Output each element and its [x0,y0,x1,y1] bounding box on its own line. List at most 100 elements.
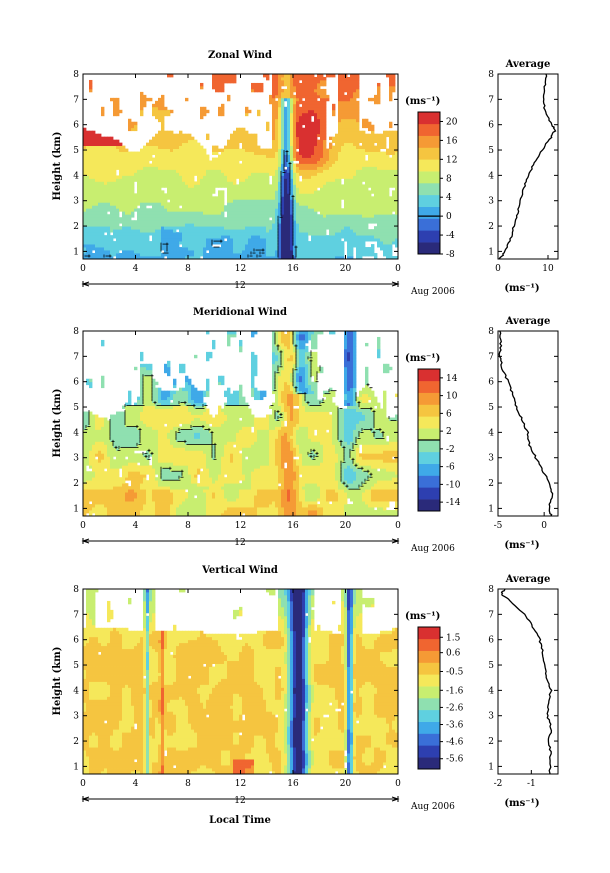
heatmap-cell [347,151,351,155]
heatmap-cell [293,154,297,158]
heatmap-cell [290,232,294,236]
heatmap-cell [86,241,90,245]
heatmap-cell [356,220,360,224]
heatmap-cell [128,232,132,236]
heatmap-cell [380,163,384,167]
heatmap-cell [302,256,306,259]
heatmap-cell [308,145,312,149]
heatmap-cell [281,136,285,141]
heatmap-cell [92,163,96,167]
heatmap-cell [143,214,147,218]
heatmap-cell [152,184,156,188]
heatmap-cell [290,253,294,257]
heatmap-cell [239,232,243,236]
heatmap-cell [191,193,195,197]
heatmap-cell [305,223,309,227]
heatmap-cell [281,145,285,149]
heatmap-cell [389,172,393,176]
heatmap-cell [395,256,398,259]
heatmap-cell [203,253,207,257]
heatmap-cell [320,223,324,227]
heatmap-cell [104,256,108,259]
heatmap-cell [290,193,294,197]
y-tick-label: 5 [73,146,79,156]
heatmap-cell [338,91,342,96]
heatmap-cell [185,241,189,245]
heatmap-cell [209,205,213,209]
heatmap-cell [233,202,237,206]
heatmap-cell [269,151,273,155]
heatmap-cell [140,109,144,114]
heatmap-cell [257,253,261,257]
heatmap-cell [386,157,390,161]
heatmap-cell [332,241,336,245]
heatmap-cell [317,238,321,242]
heatmap-cell [92,217,96,221]
heatmap-cell [191,160,195,164]
heatmap-cell [92,160,96,164]
heatmap-cell [374,169,378,173]
heatmap-cell [245,130,249,135]
heatmap-cell [395,133,398,138]
heatmap-cell [182,244,186,248]
heatmap-cell [218,223,222,227]
heatmap-cell [203,250,207,254]
heatmap-cell [362,211,366,215]
heatmap-cell [158,103,162,108]
heatmap-cell [395,172,398,176]
heatmap-cell [116,112,120,117]
heatmap-cell [350,220,354,224]
heatmap-cell [362,166,366,170]
heatmap-cell [326,220,330,224]
heatmap-cell [146,145,150,149]
heatmap-cell [152,199,156,203]
heatmap-cell [101,166,105,170]
heatmap-cell [218,175,222,179]
heatmap-cell [215,145,219,149]
heatmap-cell [140,226,144,230]
heatmap-cell [275,175,279,179]
heatmap-cell [275,100,279,105]
heatmap-cell [140,190,144,194]
heatmap-cell [335,202,339,206]
heatmap-cell [197,244,201,248]
heatmap-cell [302,94,306,99]
heatmap-cell [113,196,117,200]
heatmap-cell [83,193,87,197]
heatmap-cell [389,205,393,209]
heatmap-cell [281,187,285,191]
heatmap-cell [302,160,306,164]
heatmap-cell [311,238,315,242]
heatmap-cell [374,151,378,155]
heatmap-cell [185,190,189,194]
heatmap-cell [239,241,243,245]
heatmap-cell [230,250,234,254]
heatmap-cell [101,223,105,227]
heatmap-cell [170,235,174,239]
heatmap-cell [86,199,90,203]
heatmap-cell [317,190,321,194]
heatmap-cell [167,109,171,114]
heatmap-cell [320,136,324,141]
heatmap-cell [251,229,255,233]
heatmap-cell [191,253,195,257]
heatmap-cell [275,193,279,197]
heatmap-cell [185,136,189,141]
heatmap-cell [197,256,201,259]
heatmap-cell [281,193,285,197]
heatmap-cell [149,157,153,161]
heatmap-cell [362,154,366,158]
heatmap-cell [203,244,207,248]
heatmap-cell [263,256,267,259]
heatmap-cell [116,244,120,248]
heatmap-cell [344,238,348,242]
heatmap-cell [386,151,390,155]
heatmap-cell [176,232,180,236]
heatmap-cell [314,115,318,120]
heatmap-cell [107,235,111,239]
heatmap-cell [338,118,342,123]
heatmap-cell [257,172,261,176]
heatmap-cell [125,160,129,164]
heatmap-cell [98,202,102,206]
heatmap-cell [347,253,351,257]
